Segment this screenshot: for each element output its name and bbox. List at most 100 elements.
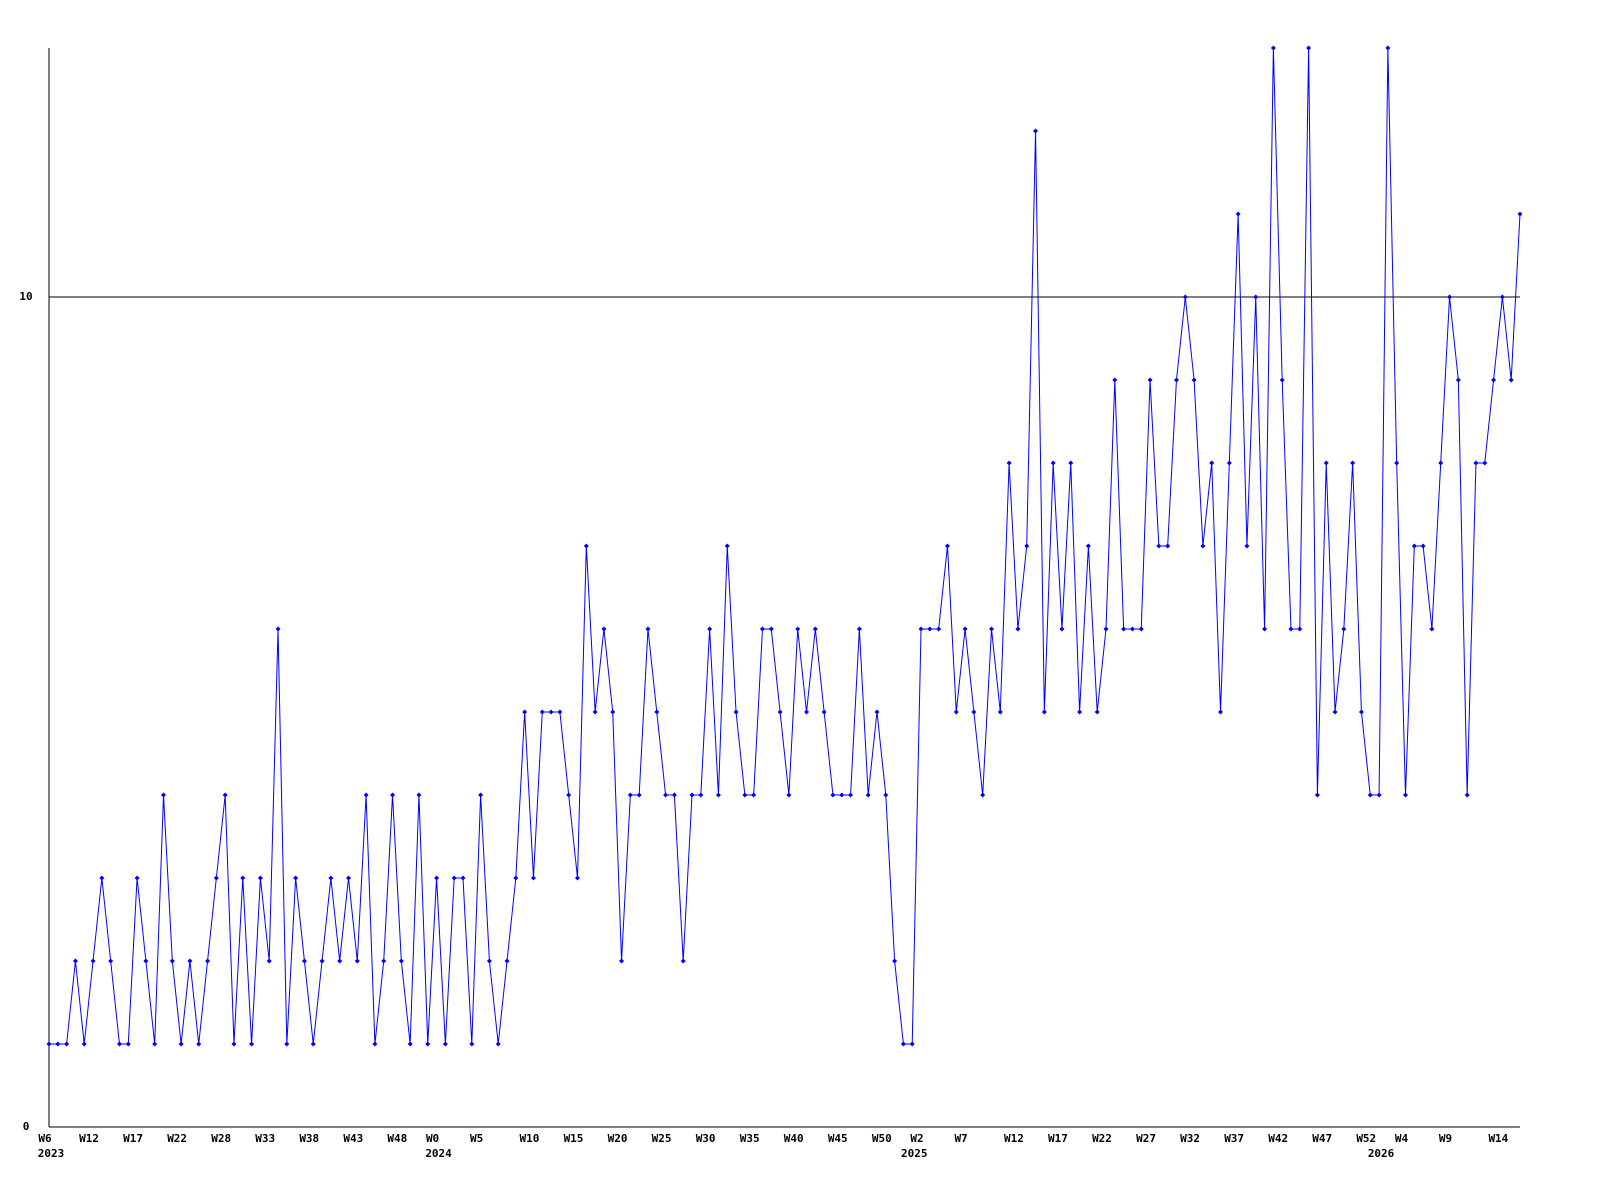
data-point (883, 792, 889, 798)
data-point (1015, 626, 1021, 632)
data-point (1473, 460, 1479, 466)
data-point (310, 1041, 316, 1047)
x-tick-label: W52 (1356, 1132, 1376, 1145)
data-point (909, 1041, 915, 1047)
data-point (997, 709, 1003, 715)
data-point (381, 958, 387, 964)
x-tick-label: W50 (872, 1132, 892, 1145)
data-point (1156, 543, 1162, 549)
data-point (566, 792, 572, 798)
x-tick-label: W48 (387, 1132, 407, 1145)
data-point (319, 958, 325, 964)
x-tick-label: W40 (784, 1132, 804, 1145)
data-point (1499, 294, 1505, 300)
data-point (698, 792, 704, 798)
data-point (249, 1041, 255, 1047)
x-tick-label: W12 (1004, 1132, 1024, 1145)
data-point (301, 958, 307, 964)
data-point (337, 958, 343, 964)
x-tick-label: W10 (520, 1132, 540, 1145)
x-tick-label: W37 (1224, 1132, 1244, 1145)
data-point (839, 792, 845, 798)
data-point (944, 543, 950, 549)
data-point (1482, 460, 1488, 466)
data-point (1288, 626, 1294, 632)
x-year-label: 2024 (425, 1147, 452, 1160)
data-point (293, 875, 299, 881)
data-point (1402, 792, 1408, 798)
data-point (1314, 792, 1320, 798)
data-point (407, 1041, 413, 1047)
data-point (1085, 543, 1091, 549)
data-point (530, 875, 536, 881)
data-point (451, 875, 457, 881)
data-point (627, 792, 633, 798)
data-point (1438, 460, 1444, 466)
data-point (46, 1041, 52, 1047)
data-point (927, 626, 933, 632)
data-point (1253, 294, 1259, 300)
data-point (257, 875, 263, 881)
data-point (856, 626, 862, 632)
x-tick-label: W43 (343, 1132, 363, 1145)
data-point (460, 875, 466, 881)
data-point (504, 958, 510, 964)
data-point (125, 1041, 131, 1047)
data-point (1147, 377, 1153, 383)
data-point (1332, 709, 1338, 715)
data-point (988, 626, 994, 632)
data-point (539, 709, 545, 715)
data-point (777, 709, 783, 715)
data-point (1077, 709, 1083, 715)
x-tick-label: W4 (1395, 1132, 1409, 1145)
data-point (715, 792, 721, 798)
data-point (1103, 626, 1109, 632)
x-tick-label: W12 (79, 1132, 99, 1145)
data-point (1341, 626, 1347, 632)
data-point (345, 875, 351, 881)
data-point (1367, 792, 1373, 798)
data-point (1165, 543, 1171, 549)
data-point (1209, 460, 1215, 466)
data-point (1200, 543, 1206, 549)
data-point (1262, 626, 1268, 632)
x-tick-label: W28 (211, 1132, 231, 1145)
data-point (865, 792, 871, 798)
data-point (1420, 543, 1426, 549)
data-point (733, 709, 739, 715)
data-point (707, 626, 713, 632)
data-point (1323, 460, 1329, 466)
data-point (522, 709, 528, 715)
data-point (1350, 460, 1356, 466)
data-point (1121, 626, 1127, 632)
data-point (1517, 211, 1523, 217)
data-point (1464, 792, 1470, 798)
data-point (1182, 294, 1188, 300)
data-point (918, 626, 924, 632)
data-point (645, 626, 651, 632)
data-point (1376, 792, 1382, 798)
data-point (795, 626, 801, 632)
data-point (654, 709, 660, 715)
data-point (680, 958, 686, 964)
data-point (152, 1041, 158, 1047)
data-point (143, 958, 149, 964)
data-point (1059, 626, 1065, 632)
data-point (742, 792, 748, 798)
data-point (592, 709, 598, 715)
data-point (328, 875, 334, 881)
data-point (1226, 460, 1232, 466)
data-point (936, 626, 942, 632)
data-point (161, 792, 167, 798)
data-point (354, 958, 360, 964)
data-point (486, 958, 492, 964)
data-point (1385, 45, 1391, 51)
data-point (980, 792, 986, 798)
data-point (557, 709, 563, 715)
data-point (1138, 626, 1144, 632)
data-point (962, 626, 968, 632)
data-point (469, 1041, 475, 1047)
x-tick-label: W15 (564, 1132, 584, 1145)
x-tick-label: W17 (123, 1132, 143, 1145)
data-point (1429, 626, 1435, 632)
